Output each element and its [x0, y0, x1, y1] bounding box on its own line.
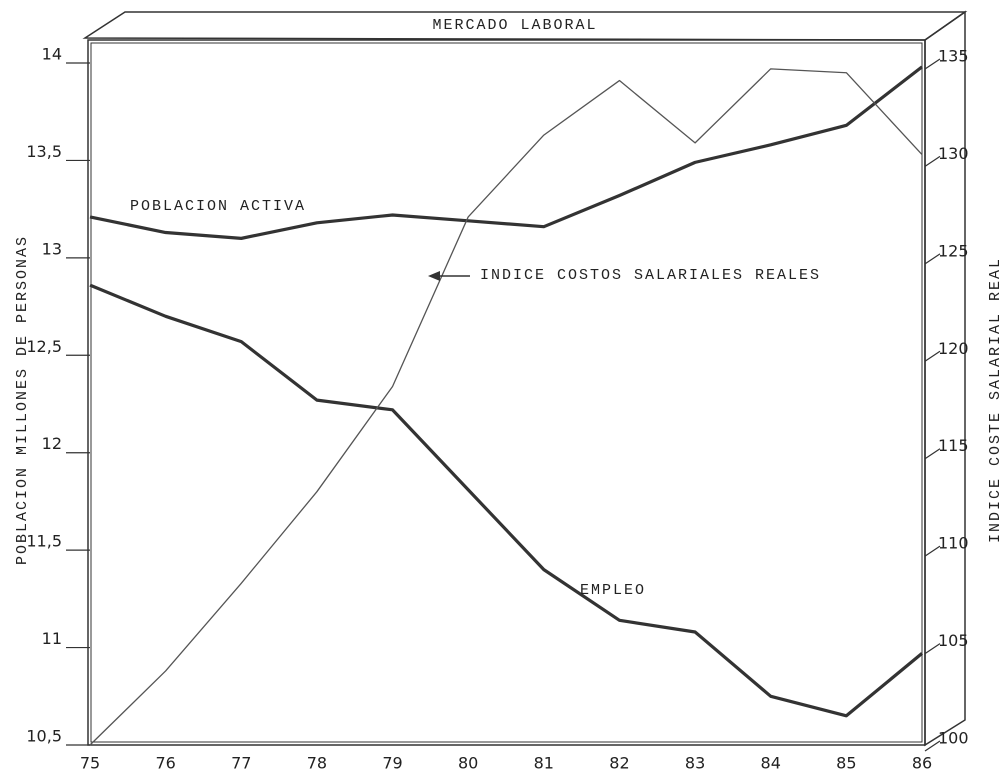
plot-frame-inner: [90, 42, 923, 743]
x-tick-label: 78: [307, 754, 327, 773]
y2-tick-label: 100: [938, 729, 969, 748]
y-tick-label: 14: [42, 45, 62, 64]
y-tick-label: 12: [42, 434, 62, 453]
y2-tick: [924, 155, 941, 167]
y-tick-label: 13,5: [26, 142, 62, 161]
x-tick-label: 76: [155, 754, 175, 773]
y2-tick: [924, 350, 941, 362]
y2-tick: [924, 58, 941, 70]
y2-axis-label: INDICE COSTE SALARIAL REAL: [987, 257, 1004, 543]
chart-title: MERCADO LABORAL: [432, 17, 597, 34]
x-tick-label: 85: [836, 754, 856, 773]
y2-tick-label: 115: [938, 436, 969, 455]
y2-tick: [924, 448, 941, 460]
y2-tick-label: 130: [938, 144, 969, 163]
series-label: EMPLEO: [580, 582, 646, 599]
y2-tick-label: 110: [938, 534, 969, 553]
y2-tick: [924, 545, 941, 557]
annotation-arrowhead: [428, 271, 440, 281]
y2-tick: [924, 643, 941, 655]
y-tick-label: 10,5: [26, 727, 62, 746]
y-tick-label: 11: [42, 629, 62, 648]
y-axis-label: POBLACION MILLONES DE PERSONAS: [14, 235, 31, 565]
series-line: [89, 68, 923, 746]
x-tick-label: 82: [609, 754, 629, 773]
x-tick-label: 81: [534, 754, 554, 773]
y2-tick: [924, 740, 941, 752]
y2-tick-label: 135: [938, 47, 969, 66]
x-tick-label: 79: [382, 754, 402, 773]
y2-tick-label: 120: [938, 339, 969, 358]
y2-tick: [924, 253, 941, 265]
series-label: INDICE COSTOS SALARIALES REALES: [480, 267, 821, 284]
x-tick-label: 75: [80, 754, 100, 773]
series-label: POBLACION ACTIVA: [130, 198, 306, 215]
x-tick-label: 83: [685, 754, 705, 773]
x-tick-label: 84: [761, 754, 781, 773]
series-line: [89, 65, 923, 240]
y-tick-label: 13: [42, 239, 62, 258]
x-tick-label: 86: [912, 754, 932, 773]
x-tick-label: 77: [231, 754, 251, 773]
y2-tick-label: 105: [938, 631, 969, 650]
series-line: [89, 283, 924, 718]
y2-tick-label: 125: [938, 241, 969, 260]
y-tick-label: 12,5: [26, 337, 62, 356]
x-tick-label: 80: [458, 754, 478, 773]
y-tick-label: 11,5: [26, 532, 62, 551]
plot-frame: [87, 39, 926, 746]
